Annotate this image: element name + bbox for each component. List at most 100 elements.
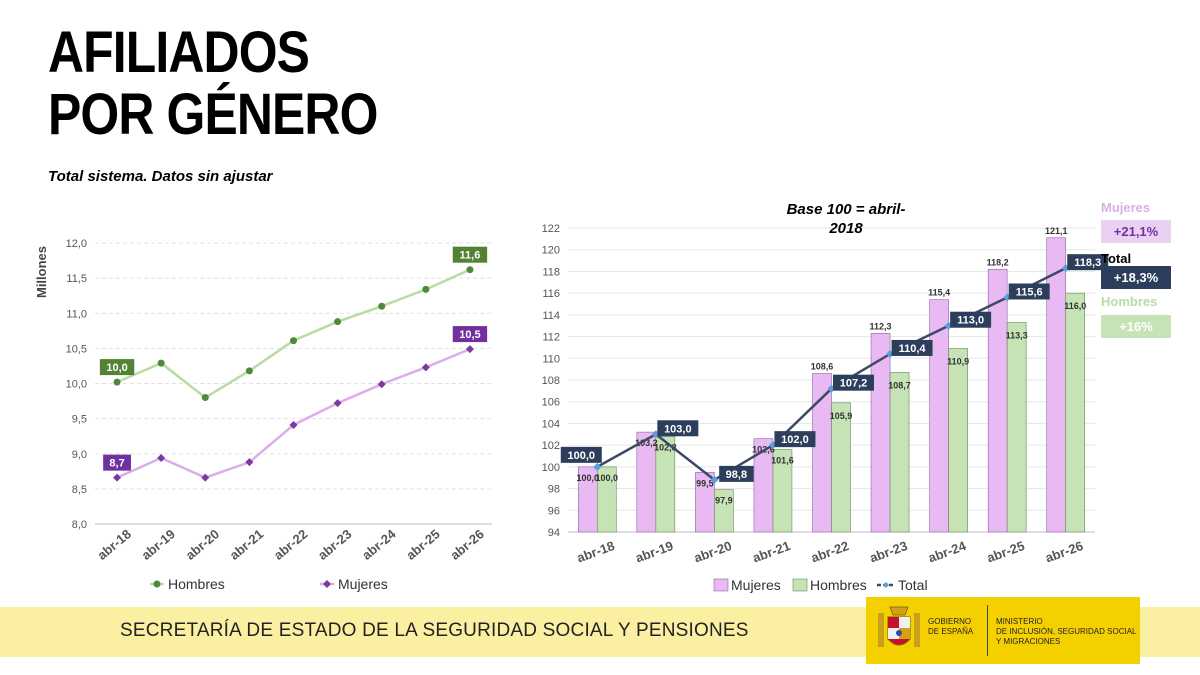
right-total-label-box <box>1008 283 1050 300</box>
side-panel-name-hombres: Hombres <box>1101 294 1157 309</box>
right-ytick-label: 98 <box>548 484 560 496</box>
right-bar-label-mujeres: 112,3 <box>870 321 892 331</box>
right-legend-label-hombres: Hombres <box>810 577 867 593</box>
right-bar-label-hombres: 97,9 <box>715 496 733 506</box>
right-total-label: 102,0 <box>781 434 809 446</box>
right-ytick-label: 94 <box>548 527 560 539</box>
right-total-label: 110,4 <box>899 343 927 355</box>
right-total-label: 98,8 <box>726 469 747 481</box>
left-last-label-mujeres: 10,5 <box>459 329 480 341</box>
left-last-label-hombres-box <box>452 246 488 263</box>
right-xtick-label: abr-18 <box>575 538 617 565</box>
right-total-label-box <box>657 420 699 437</box>
right-bar-label-hombres: 110,9 <box>947 357 969 367</box>
left-point-mujeres <box>113 473 122 482</box>
right-bar-hombres <box>889 372 910 533</box>
side-panel-box-total <box>1101 266 1171 289</box>
right-ytick-label: 102 <box>542 440 560 452</box>
side-panel-value-total: +18,3% <box>1114 270 1159 285</box>
left-xtick-label: abr-18 <box>94 526 134 563</box>
right-ytick-label: 108 <box>542 375 560 387</box>
left-ytick-label: 10,5 <box>66 343 87 355</box>
right-total-label: 118,3 <box>1074 257 1101 269</box>
right-bar-label-mujeres: 103,2 <box>635 438 658 448</box>
left-point-mujeres <box>157 453 166 462</box>
left-series-line-mujeres <box>116 347 471 479</box>
right-total-label-box <box>560 446 602 463</box>
right-bar-label-mujeres: 99,5 <box>696 478 714 488</box>
right-ytick-label: 112 <box>542 332 560 344</box>
right-chart-title-line1: Base 100 = abril- <box>787 201 906 218</box>
right-legend-swatch-hombres <box>792 578 808 592</box>
right-total-label-box <box>891 339 933 356</box>
side-panel-name-total: Total <box>1101 251 1131 266</box>
right-total-label-box <box>1067 254 1109 271</box>
right-xtick-label: abr-26 <box>1043 538 1085 565</box>
left-legend-marker <box>323 580 331 588</box>
left-point-hombres <box>201 394 209 402</box>
side-panel-name-mujeres: Mujeres <box>1101 200 1150 215</box>
right-ytick-label: 114 <box>542 310 560 322</box>
left-ytick-label: 8,0 <box>72 519 87 531</box>
left-xtick-label: abr-23 <box>315 526 355 563</box>
left-xtick-label: abr-26 <box>447 526 487 563</box>
right-ytick-label: 110 <box>542 353 560 365</box>
left-point-mujeres <box>245 458 254 467</box>
left-legend-label: Mujeres <box>338 576 388 592</box>
right-total-label-box <box>774 431 816 448</box>
right-ytick-label: 118 <box>542 266 560 278</box>
right-bar-label-hombres: 102,8 <box>654 442 677 452</box>
left-point-hombres <box>422 285 430 293</box>
page-title: AFILIADOS POR GÉNERO <box>48 22 378 146</box>
right-total-label-box <box>833 374 874 391</box>
left-first-label-hombres-box <box>99 359 135 376</box>
right-xtick-label: abr-19 <box>633 538 675 565</box>
page-subtitle: Total sistema. Datos sin ajustar <box>48 168 273 185</box>
left-point-hombres <box>466 266 474 274</box>
right-bar-hombres <box>1065 292 1086 533</box>
right-legend-label-total: Total <box>898 577 928 593</box>
right-bar-label-mujeres: 100,0 <box>577 473 600 483</box>
right-ytick-label: 120 <box>542 245 560 257</box>
left-point-mujeres <box>421 363 430 372</box>
left-point-hombres <box>245 367 253 375</box>
right-ytick-label: 116 <box>542 288 560 300</box>
side-panel-value-mujeres: +21,1% <box>1114 224 1159 239</box>
side-panel-box-mujeres <box>1101 220 1171 243</box>
footer-text: SECRETARÍA DE ESTADO DE LA SEGURIDAD SOC… <box>120 620 749 641</box>
right-total-label: 103,0 <box>664 423 692 435</box>
charts-canvas: 8,0 8,5 9,0 9,5 10,0 10,5 11,0 11,5 12,0 Millones… <box>34 200 1171 593</box>
right-total-point <box>593 462 602 471</box>
left-ytick-label: 11,5 <box>66 273 87 285</box>
left-point-hombres <box>157 359 165 367</box>
right-xtick-label: abr-24 <box>926 538 969 566</box>
right-xtick-label: abr-25 <box>985 538 1027 565</box>
right-total-label: 115,6 <box>1016 286 1043 298</box>
left-point-mujeres <box>465 345 474 354</box>
right-bar-label-hombres: 101,6 <box>771 455 794 465</box>
right-ytick-label: 96 <box>548 505 560 517</box>
left-point-mujeres <box>201 473 210 482</box>
left-point-mujeres <box>377 380 386 389</box>
right-bar-mujeres <box>987 268 1008 533</box>
right-bar-hombres <box>655 436 676 533</box>
left-ytick-label: 8,5 <box>72 484 87 496</box>
coat-of-arms-icon <box>878 606 920 647</box>
right-total-label: 107,2 <box>840 378 868 390</box>
right-xtick-label: abr-20 <box>692 538 734 565</box>
logo-separator <box>987 605 988 656</box>
right-legend-swatch-mujeres <box>713 578 729 592</box>
left-ytick-label: 11,0 <box>66 308 87 320</box>
left-series-line-hombres <box>116 268 471 400</box>
left-first-label-hombres: 10,0 <box>106 362 127 374</box>
left-legend-marker <box>153 580 161 588</box>
right-total-point <box>710 475 719 484</box>
logo-text-right: MINISTERIO DE INCLUSIÓN, SEGURIDAD SOCIA… <box>996 617 1137 646</box>
left-xtick-label: abr-24 <box>359 526 399 563</box>
right-bar-label-hombres: 105,9 <box>830 411 853 421</box>
left-ytick-label: 9,5 <box>72 414 87 426</box>
right-bar-label-mujeres: 108,6 <box>811 361 834 371</box>
left-point-hombres <box>378 302 386 310</box>
right-bar-hombres <box>831 402 851 533</box>
left-point-mujeres <box>289 420 298 429</box>
